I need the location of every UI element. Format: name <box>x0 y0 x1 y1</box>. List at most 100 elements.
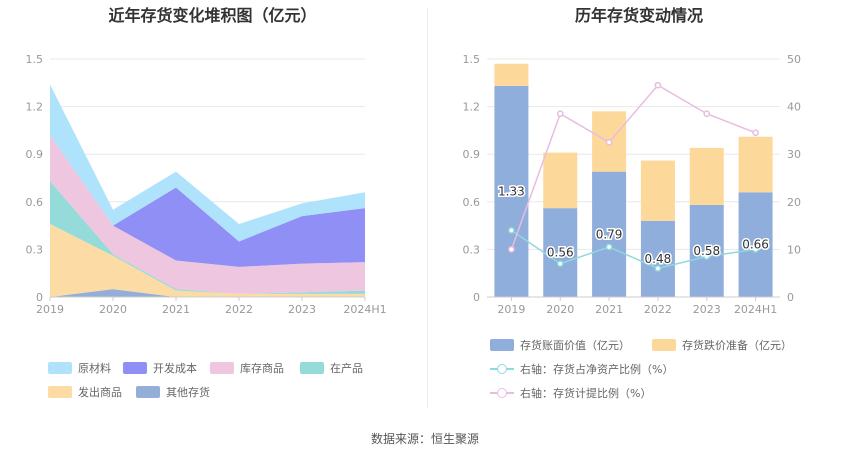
point-provision-ratio <box>508 246 515 253</box>
bar-provision <box>543 152 578 209</box>
legend-item-raw-material[interactable]: 原材料 <box>48 360 111 376</box>
legend-swatch-goods-shipped <box>48 386 72 398</box>
legend-item-book-value[interactable]: 存货账面价值（亿元） <box>490 337 630 353</box>
right-chart-title: 历年存货变动情况 <box>574 6 703 25</box>
legend-swatch-other-inventory <box>136 386 160 398</box>
area-series-开发成本 <box>50 135 365 267</box>
legend-label-other-inventory: 其他存货 <box>166 386 210 399</box>
legend-label-work-in-progress: 在产品 <box>330 362 363 375</box>
bar-book-value <box>592 171 627 297</box>
bar-book-value <box>543 208 578 297</box>
panel-divider <box>427 8 428 408</box>
right-y-tick-label: 1.5 <box>463 53 481 66</box>
left-y-tick-label: 0.6 <box>26 196 44 209</box>
bar-data-label: 0.79 <box>596 227 623 241</box>
legend-item-goods-shipped[interactable]: 发出商品 <box>48 384 122 400</box>
legend-label-provision: 存货跌价准备（亿元） <box>682 339 792 352</box>
left-chart-title: 近年存货变化堆积图（亿元） <box>108 6 317 25</box>
bar-data-label: 1.33 <box>498 184 525 198</box>
right-y2-tick-label: 20 <box>787 196 801 209</box>
left-x-tick-label: 2023 <box>288 303 316 316</box>
right-x-tick-label: 2021 <box>595 303 623 316</box>
data-source: 数据来源：恒生聚源 <box>370 432 479 446</box>
left-x-tick-label: 2020 <box>99 303 127 316</box>
legend-swatch-finished-goods <box>210 362 234 374</box>
point-provision-ratio <box>605 138 613 146</box>
legend-item-provision-ratio[interactable]: 右轴：存货计提比例（%） <box>490 385 651 401</box>
point-asset-ratio <box>654 265 662 272</box>
bar-book-value <box>738 192 773 297</box>
legend-label-goods-shipped: 发出商品 <box>78 386 122 399</box>
left-x-tick-label: 2019 <box>36 303 64 316</box>
right-y2-tick-label: 0 <box>787 291 794 304</box>
legend-label-development-cost: 开发成本 <box>153 362 197 375</box>
right-x-tick-label: 2022 <box>644 303 672 316</box>
legend-label-book-value: 存货账面价值（亿元） <box>520 339 630 352</box>
left-y-tick-label: 1.5 <box>26 53 44 66</box>
legend-label-raw-material: 原材料 <box>78 362 111 375</box>
right-x-tick-label: 2024H1 <box>734 303 777 316</box>
bar-book-value <box>494 85 529 298</box>
legend-item-asset-ratio[interactable]: 右轴：存货占净资产比例（%） <box>490 361 673 377</box>
right-y2-tick-label: 10 <box>787 243 801 256</box>
point-asset-ratio <box>508 227 515 234</box>
legend-swatch-provision <box>652 339 676 351</box>
left-y-tick-label: 0.9 <box>26 148 44 161</box>
legend-marker-provision-ratio <box>490 387 514 399</box>
bar-data-label: 0.66 <box>742 238 769 252</box>
left-x-tick-label: 2022 <box>225 303 253 316</box>
left-y-tick-label: 1.2 <box>26 101 44 114</box>
bar-provision <box>494 63 529 86</box>
point-provision-ratio <box>752 129 759 137</box>
point-asset-ratio <box>703 253 711 260</box>
point-asset-ratio <box>605 243 613 251</box>
area-series-原材料 <box>50 84 365 242</box>
left-y-tick-label: 0.3 <box>26 243 44 256</box>
line-asset-ratio <box>510 229 756 270</box>
legend-item-finished-goods[interactable]: 库存商品 <box>210 360 284 376</box>
right-y-tick-label: 0 <box>473 291 480 304</box>
bar-book-value <box>640 220 675 297</box>
legend-item-work-in-progress[interactable]: 在产品 <box>300 360 363 376</box>
left-y-tick-label: 0 <box>36 291 43 304</box>
area-series-库存商品 <box>50 135 365 294</box>
right-y-tick-label: 1.2 <box>463 101 481 114</box>
right-y-tick-label: 0.6 <box>463 196 481 209</box>
legend-swatch-book-value <box>490 339 514 351</box>
right-y2-tick-label: 50 <box>787 53 801 66</box>
bar-data-label: 0.58 <box>693 244 720 258</box>
right-y-tick-label: 0.9 <box>463 148 481 161</box>
bar-provision <box>689 147 724 205</box>
right-y2-tick-label: 40 <box>787 101 801 114</box>
bar-data-label: 0.48 <box>645 252 672 266</box>
area-series-发出商品 <box>50 224 365 297</box>
legend-item-development-cost[interactable]: 开发成本 <box>123 360 197 376</box>
legend-swatch-work-in-progress <box>300 362 324 374</box>
left-x-tick-label: 2024H1 <box>343 303 386 316</box>
bar-data-label: 0.56 <box>547 246 574 260</box>
line-provision-ratio <box>510 84 756 250</box>
point-asset-ratio <box>556 260 564 268</box>
bar-provision <box>640 160 675 221</box>
bar-provision <box>738 136 773 193</box>
bar-book-value <box>689 204 724 297</box>
legend-item-provision[interactable]: 存货跌价准备（亿元） <box>652 337 792 353</box>
legend-swatch-raw-material <box>48 362 72 374</box>
legend-swatch-development-cost <box>123 362 147 374</box>
legend-label-asset-ratio: 右轴：存货占净资产比例（%） <box>520 363 674 376</box>
area-series-其他存货 <box>50 289 365 297</box>
right-x-tick-label: 2020 <box>546 303 574 316</box>
right-y2-tick-label: 30 <box>787 148 801 161</box>
right-x-tick-label: 2019 <box>497 303 525 316</box>
point-asset-ratio <box>752 246 759 253</box>
right-y-tick-label: 0.3 <box>463 243 481 256</box>
point-provision-ratio <box>556 110 564 118</box>
legend-label-finished-goods: 库存商品 <box>240 362 284 375</box>
legend-marker-asset-ratio <box>490 363 514 375</box>
legend-label-provision-ratio: 右轴：存货计提比例（%） <box>520 387 652 400</box>
left-x-tick-label: 2021 <box>162 303 190 316</box>
right-x-tick-label: 2023 <box>693 303 721 316</box>
legend-item-other-inventory[interactable]: 其他存货 <box>136 384 210 400</box>
point-provision-ratio <box>703 110 711 118</box>
